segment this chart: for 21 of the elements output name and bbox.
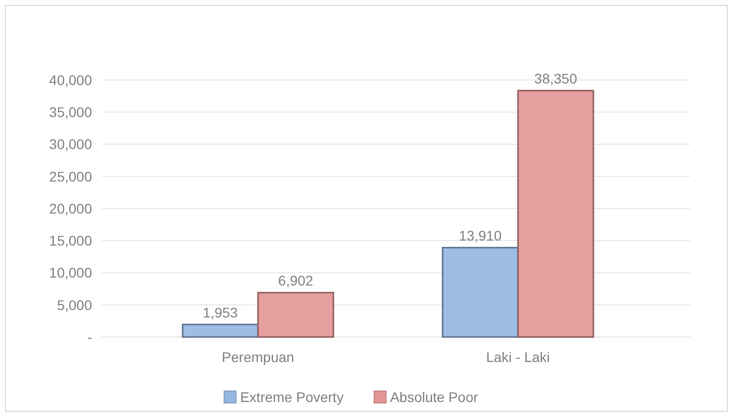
y-tick-label: 20,000 [49, 200, 92, 216]
x-tick-label: Laki - Laki [486, 349, 550, 365]
bar [517, 90, 594, 338]
y-tick-label: - [87, 328, 92, 345]
y-tick-label: 25,000 [49, 168, 92, 184]
legend-label: Absolute Poor [390, 388, 478, 405]
data-label: 6,902 [278, 272, 314, 289]
y-tick-label: 10,000 [49, 264, 92, 281]
bar [442, 246, 519, 338]
data-label: 13,910 [458, 228, 502, 244]
y-tick-label: 15,000 [49, 232, 92, 249]
y-tick-label: 40,000 [49, 72, 92, 88]
legend-label: Extreme Poverty [240, 388, 344, 405]
y-tick-label: 5,000 [56, 296, 92, 313]
bar [257, 292, 334, 338]
data-label: 38,350 [534, 70, 578, 87]
bar [182, 324, 259, 338]
data-label: 1,953 [202, 304, 238, 320]
y-tick-label: 35,000 [49, 104, 92, 120]
x-tick-label: Perempuan [222, 349, 294, 365]
y-tick-label: 30,000 [49, 136, 92, 152]
